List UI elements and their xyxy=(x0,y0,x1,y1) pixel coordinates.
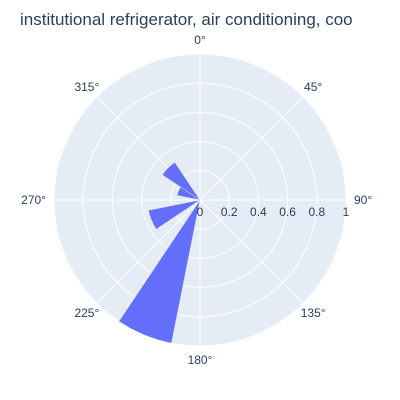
polar-bar[interactable] xyxy=(118,199,201,344)
angular-tick-label: 225° xyxy=(74,306,99,320)
angular-tick-label: 135° xyxy=(301,306,326,320)
angular-grid-line xyxy=(199,199,304,304)
angular-grid-line xyxy=(96,199,201,304)
angular-tick-label: 270° xyxy=(21,193,46,207)
polar-bar[interactable] xyxy=(162,162,201,201)
radial-tick-label: 1 xyxy=(343,205,350,219)
radial-tick-label: 0.6 xyxy=(279,205,296,219)
angular-tick-label: 180° xyxy=(188,353,213,367)
radial-tick-label: 0.4 xyxy=(250,205,267,219)
polar-bar[interactable] xyxy=(148,199,201,230)
angular-tick-label: 315° xyxy=(74,80,99,94)
angular-tick-label: 90° xyxy=(354,193,372,207)
bars-layer xyxy=(118,162,201,344)
angular-tick-label: 45° xyxy=(304,80,322,94)
radial-tick-label: 0.8 xyxy=(308,205,325,219)
radial-tick-label: 0 xyxy=(197,205,204,219)
angular-tick-label: 0° xyxy=(194,33,206,47)
radial-tick-label: 0.2 xyxy=(221,205,238,219)
polar-bar[interactable] xyxy=(176,186,201,201)
tick-labels: 0° 45° 90° 135° 180° 225° 270° 315° 0 0.2 0.4 0.6 0.… xyxy=(21,33,372,367)
chart-title: institutional refrigerator, air conditio… xyxy=(20,10,353,29)
polar-grid xyxy=(53,53,347,347)
angular-grid-line xyxy=(199,96,304,201)
